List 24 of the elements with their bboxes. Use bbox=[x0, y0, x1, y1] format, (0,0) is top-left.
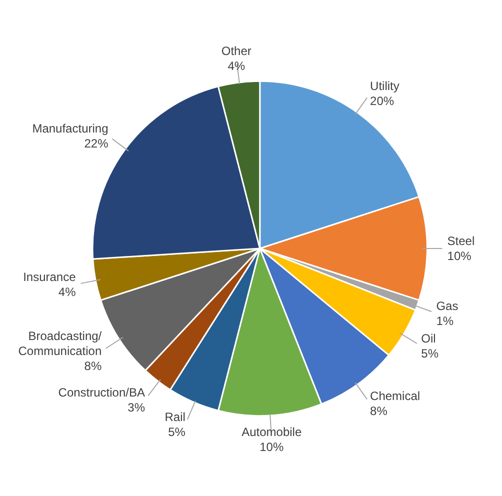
data-label: 4% bbox=[58, 284, 76, 299]
slice-label: Gas bbox=[436, 298, 458, 313]
slice-label: Other bbox=[221, 44, 252, 58]
data-label: 5% bbox=[168, 424, 186, 439]
slice-label: Oil bbox=[421, 332, 436, 346]
data-label: 5% bbox=[421, 346, 439, 361]
data-label: 10% bbox=[447, 249, 472, 263]
data-label: 10% bbox=[260, 440, 284, 454]
slice-label: Manufacturing bbox=[32, 121, 108, 136]
slice-label: Broadcasting/Communication bbox=[18, 329, 102, 358]
slice-label: Construction/BA bbox=[58, 385, 146, 400]
slice-label: Insurance bbox=[23, 270, 76, 284]
data-label: 22% bbox=[84, 136, 109, 150]
data-label: 8% bbox=[84, 359, 102, 374]
data-label: 3% bbox=[128, 400, 146, 414]
data-label: 8% bbox=[370, 404, 388, 418]
slice-label: Rail bbox=[164, 410, 186, 424]
data-label: 20% bbox=[370, 94, 394, 108]
slice-label: Chemical bbox=[370, 388, 420, 403]
data-label: 1% bbox=[436, 314, 454, 328]
slice-label: Utility bbox=[370, 79, 400, 94]
slice-label: Steel bbox=[447, 234, 475, 248]
slice-label: Automobile bbox=[242, 425, 302, 440]
data-label: 4% bbox=[228, 58, 246, 73]
